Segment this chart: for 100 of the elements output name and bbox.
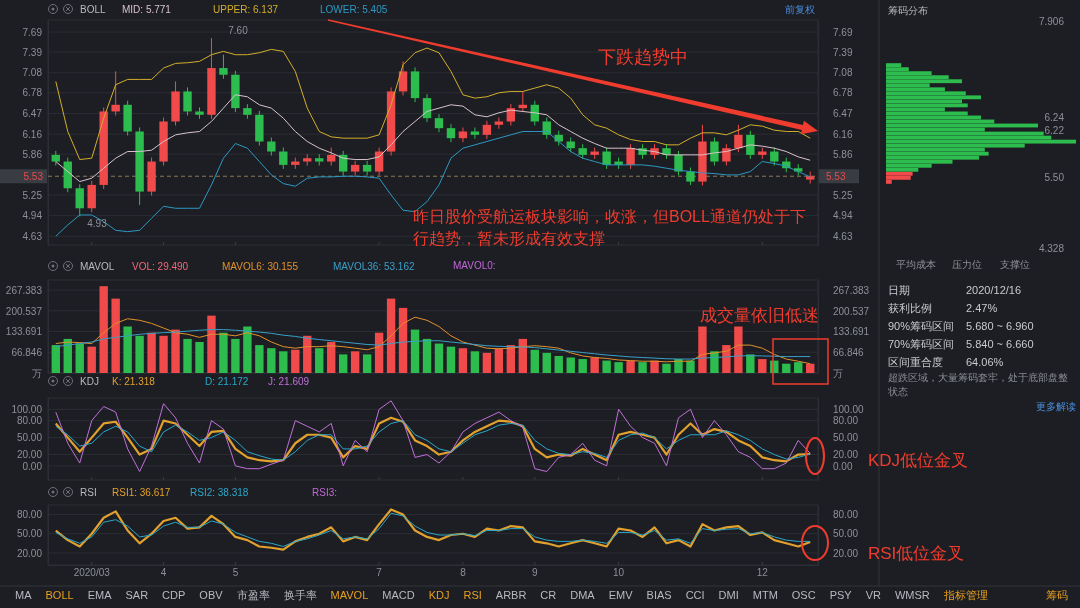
y-tick-label: 4.94: [22, 210, 43, 222]
y2-tick-label: 20.00: [833, 449, 859, 461]
text: 70%筹码区间: [888, 338, 955, 350]
bar: [886, 151, 989, 156]
bar: [350, 351, 360, 373]
bar: [602, 360, 611, 373]
candlestick: [327, 147, 336, 167]
annotation: 下跌趋势中: [598, 47, 688, 67]
bar: [195, 342, 204, 373]
bar: [327, 342, 336, 373]
candlestick: [602, 147, 611, 170]
y2-tick-label: 7.69: [833, 26, 853, 38]
chart-title: RSI: [80, 487, 97, 498]
text: 前复权: [785, 4, 815, 15]
candlestick: [339, 150, 348, 177]
candlestick: [734, 124, 743, 153]
candlestick: [458, 126, 468, 143]
chart-title: KDJ: [80, 376, 99, 387]
text: OBV: [199, 589, 224, 601]
text: CDP: [162, 589, 186, 601]
text: 区间重合度: [888, 356, 943, 368]
text: 2020/12/16: [966, 284, 1022, 296]
y-tick-label: 66.846: [11, 346, 43, 358]
text: DMI: [718, 589, 739, 601]
candlestick: [219, 54, 228, 80]
bar: [746, 354, 755, 373]
y2-tick-label: 133.691: [833, 326, 870, 338]
bar: [446, 346, 456, 373]
bar: [806, 363, 815, 373]
x-tick-label: 9: [532, 567, 539, 579]
text: 指标管理: [942, 589, 988, 601]
candlestick: [111, 70, 120, 116]
bar: [782, 363, 791, 373]
candlestick: [362, 160, 372, 177]
bar: [231, 338, 240, 373]
text: 5.53: [826, 171, 846, 183]
text: 7.906: [1038, 16, 1065, 27]
bar: [662, 363, 671, 373]
y-tick-label: 20.00: [16, 449, 43, 461]
x-tick-label: 12: [756, 567, 769, 579]
text: 平均成本: [896, 259, 936, 270]
y-tick-label: 万: [32, 367, 42, 379]
bar: [243, 326, 252, 373]
bar: [698, 326, 707, 373]
y-tick-label: 100.00: [11, 404, 43, 416]
candlestick: [446, 123, 456, 143]
candlestick: [722, 143, 731, 167]
y-tick-label: 5.86: [22, 148, 43, 160]
bar: [267, 348, 276, 373]
bar: [51, 345, 60, 373]
x-tick-label: 5: [232, 567, 239, 579]
y2-tick-label: 50.00: [833, 432, 859, 444]
bar: [111, 298, 120, 373]
text: MAVOL36: 53.162: [333, 261, 415, 272]
text: PSY: [829, 589, 853, 601]
annotation: 5.50: [1044, 172, 1065, 183]
text: RSI低位金叉: [868, 544, 965, 563]
y-tick-label: 7.08: [22, 67, 43, 79]
y-tick-label: 5.25: [22, 189, 43, 201]
text: MA: [15, 589, 33, 601]
bar: [886, 175, 911, 180]
text: CCI: [685, 589, 705, 601]
y2-tick-label: 4.94: [833, 210, 853, 222]
y2-tick-label: 20.00: [833, 547, 859, 559]
y2-tick-label: 80.00: [833, 415, 859, 427]
bar: [99, 286, 108, 373]
candlestick: [267, 137, 276, 157]
text: LOWER: 5.405: [320, 4, 388, 15]
bar: [650, 360, 659, 373]
bar: [614, 362, 623, 373]
bar: [135, 335, 144, 373]
bar: [758, 359, 767, 373]
bar: [183, 338, 192, 373]
y2-tick-label: 267.383: [833, 284, 870, 296]
text: K: 21.318: [112, 376, 156, 387]
bar: [159, 335, 168, 373]
bar: [207, 315, 216, 373]
bar: [422, 338, 432, 373]
bar: [398, 307, 408, 373]
y2-tick-label: 5.86: [833, 148, 853, 160]
y2-tick-label: 7.08: [833, 67, 853, 79]
y2-tick-label: 万: [833, 367, 843, 379]
text: 压力位: [952, 259, 982, 270]
text: 获利比例: [888, 302, 932, 314]
text: KDJ: [428, 589, 450, 601]
text: 市盈率: [236, 589, 270, 601]
x-tick-label: 7: [376, 567, 383, 579]
text: RSI3:: [312, 487, 338, 498]
y-tick-label: 6.16: [22, 128, 43, 140]
candlestick: [470, 126, 480, 140]
y-tick-label: 6.47: [22, 108, 43, 120]
candlestick: [374, 147, 384, 177]
text: WMSR: [894, 589, 930, 601]
text: RSI2: 38.318: [190, 487, 249, 498]
line-series: [55, 47, 811, 161]
text: 2.47%: [966, 302, 998, 314]
bar: [75, 343, 84, 373]
y-tick-label: 267.383: [5, 284, 43, 296]
candlestick: [746, 130, 755, 160]
bar: [886, 171, 913, 176]
